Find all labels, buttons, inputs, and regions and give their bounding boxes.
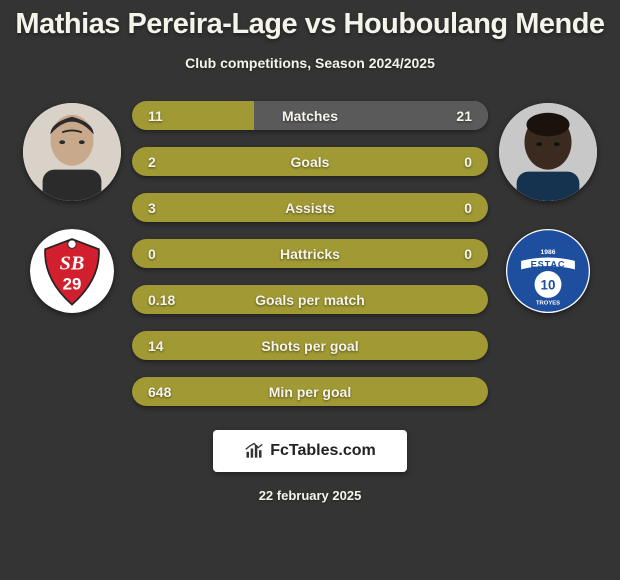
stat-label: Min per goal	[202, 384, 418, 400]
svg-text:ESTAC: ESTAC	[531, 260, 566, 270]
player-right-avatar	[499, 103, 597, 201]
stat-bar: 0Hattricks0	[132, 239, 488, 268]
svg-text:10: 10	[541, 277, 556, 292]
svg-text:SB: SB	[60, 252, 85, 274]
svg-text:1986: 1986	[541, 249, 556, 256]
stat-value-left: 11	[132, 108, 202, 124]
stat-value-left: 0	[132, 246, 202, 262]
stat-label: Assists	[202, 200, 418, 216]
stat-value-right: 0	[418, 246, 488, 262]
player-right-silhouette-icon	[499, 103, 597, 201]
stat-bar: 648Min per goal	[132, 377, 488, 406]
player-left-silhouette-icon	[23, 103, 121, 201]
brand-badge[interactable]: FcTables.com	[213, 430, 407, 472]
stat-value-right: 21	[418, 108, 488, 124]
stat-value-left: 3	[132, 200, 202, 216]
stat-bar: 0.18Goals per match	[132, 285, 488, 314]
date-text: 22 february 2025	[10, 488, 610, 503]
stat-value-left: 0.18	[132, 292, 202, 308]
stat-bar: 2Goals0	[132, 147, 488, 176]
stat-value-right: 0	[418, 154, 488, 170]
left-column: SB 29	[12, 101, 132, 313]
stat-value-left: 14	[132, 338, 202, 354]
stat-value-right: 0	[418, 200, 488, 216]
stat-label: Goals	[202, 154, 418, 170]
stat-bars: 11Matches212Goals03Assists00Hattricks00.…	[132, 101, 488, 406]
stat-bar: 3Assists0	[132, 193, 488, 222]
brand-text: FcTables.com	[270, 442, 376, 460]
svg-text:TROYES: TROYES	[536, 301, 560, 307]
player-left-avatar	[23, 103, 121, 201]
brand-chart-icon	[244, 441, 264, 461]
page-title: Mathias Pereira-Lage vs Houboulang Mende	[10, 0, 610, 41]
stat-label: Shots per goal	[202, 338, 418, 354]
stat-bar: 11Matches21	[132, 101, 488, 130]
stat-value-left: 648	[132, 384, 202, 400]
right-column: 1986 ESTAC 10 TROYES	[488, 101, 608, 313]
subtitle: Club competitions, Season 2024/2025	[10, 55, 610, 71]
svg-text:29: 29	[63, 274, 82, 293]
stat-label: Hattricks	[202, 246, 418, 262]
content-row: SB 29 11Matches212Goals03Assists00Hattri…	[10, 101, 610, 406]
player-left-club-badge: SB 29	[30, 229, 114, 313]
stat-value-left: 2	[132, 154, 202, 170]
stat-label: Matches	[202, 108, 418, 124]
club-left-badge-icon: SB 29	[30, 229, 114, 313]
club-right-badge-icon: 1986 ESTAC 10 TROYES	[506, 229, 590, 313]
player-right-club-badge: 1986 ESTAC 10 TROYES	[506, 229, 590, 313]
stat-label: Goals per match	[202, 292, 418, 308]
comparison-card: Mathias Pereira-Lage vs Houboulang Mende…	[0, 0, 620, 580]
stat-bar: 14Shots per goal	[132, 331, 488, 360]
